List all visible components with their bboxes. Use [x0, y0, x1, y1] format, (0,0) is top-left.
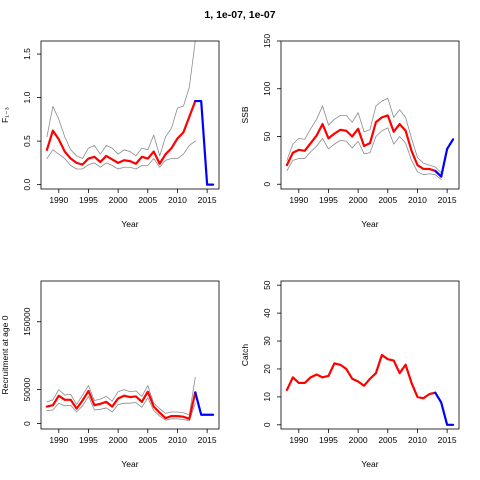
y-axis-label: Recruitment at age 0	[0, 315, 10, 394]
y-tick-label: 10	[262, 392, 272, 402]
series-line-estimate	[45, 389, 197, 420]
x-axis-label: Year	[121, 459, 138, 469]
y-tick-label: 50	[262, 280, 272, 290]
x-tick-label: 1995	[319, 195, 338, 205]
panel-recruitment: 1990 1995 2000 2005 2010 2015 0 50000 150000 Year…	[0, 280, 220, 469]
x-tick-label: 2000	[349, 435, 368, 445]
y-tick-label: 0.5	[22, 135, 32, 147]
series-line-projection	[434, 391, 455, 426]
plot-frame	[280, 280, 460, 430]
x-tick-label: 2010	[408, 195, 427, 205]
x-axis-label: Year	[361, 459, 378, 469]
x-tick-label: 1995	[79, 435, 98, 445]
x-tick-label: 2015	[438, 435, 457, 445]
y-tick-label: 0	[262, 182, 272, 187]
x-axis-label: Year	[121, 219, 138, 229]
x-tick-label: 1995	[79, 195, 98, 205]
y-tick-label: 50	[262, 131, 272, 141]
series-line-upper-ci	[286, 97, 442, 174]
x-tick-label: 1990	[289, 435, 308, 445]
x-tick-label: 2005	[378, 195, 397, 205]
y-tick-label: 0	[262, 422, 272, 427]
series-line-estimate	[45, 99, 197, 166]
x-tick-label: 2015	[438, 195, 457, 205]
y-tick-label: 30	[262, 336, 272, 346]
series-line-lower-ci	[46, 396, 196, 422]
x-tick-label: 2000	[349, 195, 368, 205]
x-tick-label: 2015	[198, 195, 217, 205]
y-tick-label: 50000	[22, 378, 32, 402]
y-tick-label: 40	[262, 308, 272, 318]
x-tick-label: 2000	[109, 195, 128, 205]
series-line-estimate	[285, 353, 437, 400]
x-tick-label: 2010	[408, 435, 427, 445]
y-tick-label: 100	[262, 81, 272, 95]
x-tick-label: 2005	[138, 435, 157, 445]
x-tick-label: 1990	[49, 195, 68, 205]
series-line-upper-ci	[46, 40, 196, 159]
y-tick-label: 20	[262, 364, 272, 374]
series-line-lower-ci	[286, 127, 442, 180]
panel-catch: 1990 1995 2000 2005 2010 2015 0 10 20 30 40 50 Year C…	[240, 280, 460, 469]
x-tick-label: 2010	[168, 435, 187, 445]
y-axis-label: Catch	[240, 344, 250, 366]
y-tick-label: 150	[262, 34, 272, 48]
series-line-projection	[434, 138, 455, 178]
series-line-upper-ci	[46, 376, 196, 416]
y-axis-label: SSB	[240, 106, 250, 123]
x-tick-label: 2000	[109, 435, 128, 445]
y-tick-label: 1.5	[22, 48, 32, 60]
x-axis-label: Year	[361, 219, 378, 229]
y-tick-label: 0.0	[22, 178, 32, 190]
x-tick-label: 2005	[138, 195, 157, 205]
y-tick-label: 150000	[22, 307, 32, 336]
x-tick-label: 2015	[198, 435, 217, 445]
y-tick-label: 0	[22, 421, 32, 426]
plot-frame	[40, 280, 220, 430]
plot-frame	[40, 40, 220, 190]
figure-title: 1, 1e-07, 1e-07	[204, 9, 276, 21]
panel-ssb: 1990 1995 2000 2005 2010 2015 0 50 100 150 Year SSB	[240, 34, 460, 229]
x-tick-label: 1990	[49, 435, 68, 445]
series-line-projection	[194, 99, 215, 186]
x-tick-label: 1990	[289, 195, 308, 205]
x-tick-label: 2010	[168, 195, 187, 205]
series-line-projection	[194, 391, 215, 416]
y-tick-label: 1.0	[22, 91, 32, 103]
series-line-lower-ci	[46, 140, 196, 170]
y-axis-label: F₁₋₃	[0, 107, 10, 123]
plot-frame	[280, 40, 460, 190]
series-line-estimate	[285, 114, 443, 178]
x-tick-label: 2005	[378, 435, 397, 445]
panel-f: 1990 1995 2000 2005 2010 2015 0.0 0.5 1.0 1.5 Year…	[0, 40, 220, 229]
x-tick-label: 1995	[319, 435, 338, 445]
